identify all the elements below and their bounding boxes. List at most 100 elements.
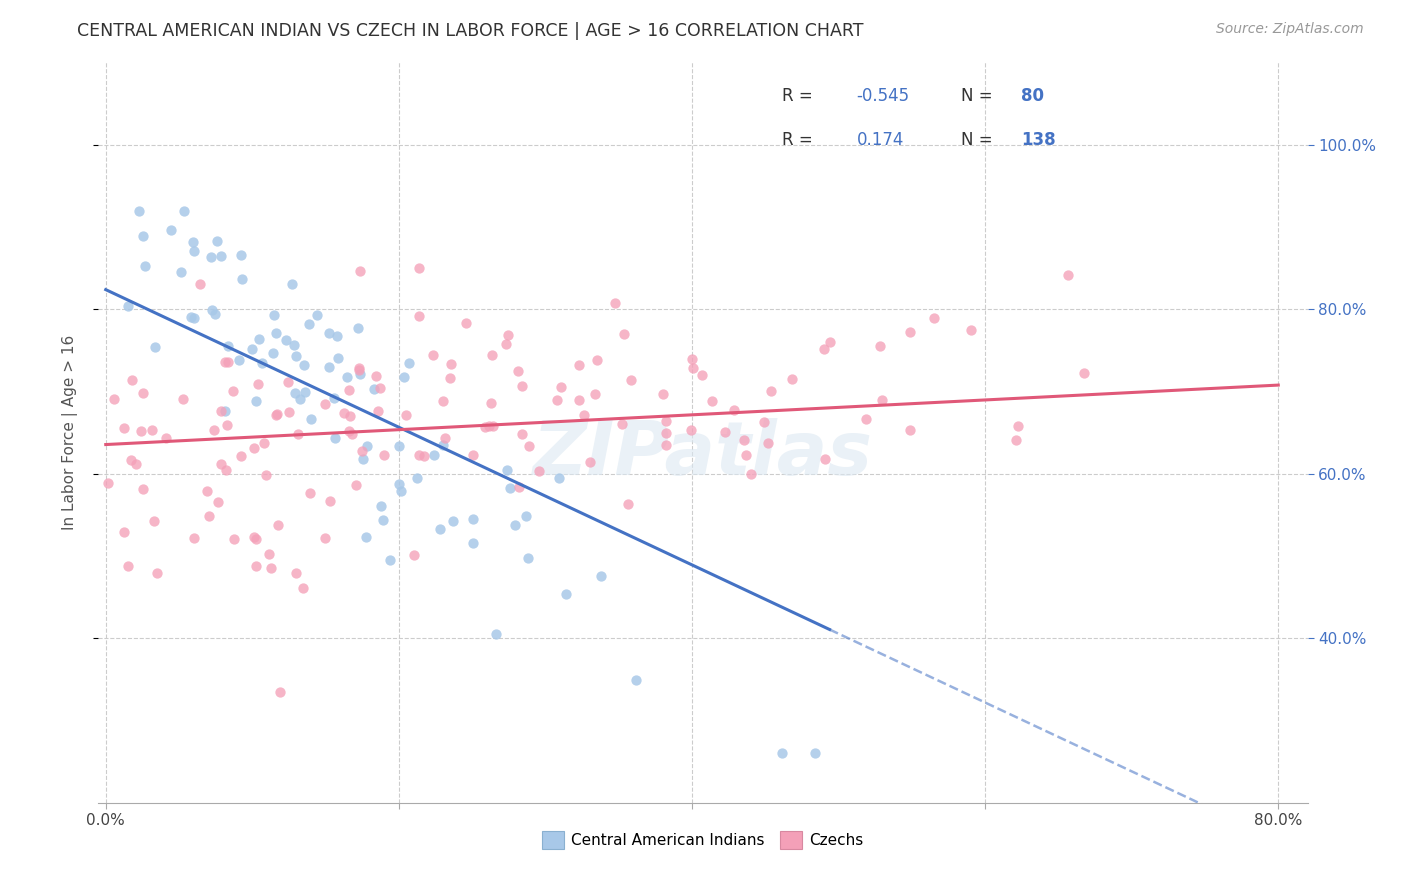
Point [132, 386, 155, 401]
Point [579, 454, 602, 468]
Point [555, 587, 578, 601]
Point [429, 522, 451, 536]
Point [510, 427, 533, 442]
Point [252, 356, 274, 370]
Point [870, 392, 893, 407]
Point [325, 329, 347, 343]
Point [264, 326, 287, 341]
Point [408, 310, 430, 324]
Text: 0.174: 0.174 [856, 131, 904, 149]
Point [432, 438, 454, 452]
Point [367, 404, 389, 418]
Point [209, 249, 232, 263]
Point [183, 310, 205, 325]
Text: Source: ZipAtlas.com: Source: ZipAtlas.com [1216, 22, 1364, 37]
Point [759, 384, 782, 399]
Point [352, 452, 374, 467]
Point [267, 517, 290, 532]
Point [439, 371, 461, 385]
Point [655, 438, 678, 452]
Point [247, 377, 270, 392]
Point [214, 404, 236, 418]
Point [517, 439, 540, 453]
Point [264, 408, 287, 422]
Point [389, 484, 412, 499]
Text: CENTRAL AMERICAN INDIAN VS CZECH IN LABOR FORCE | AGE > 16 CORRELATION CHART: CENTRAL AMERICAN INDIAN VS CZECH IN LABO… [77, 22, 863, 40]
Point [898, 325, 921, 339]
Point [143, 340, 166, 354]
Point [354, 531, 377, 545]
Point [262, 346, 284, 360]
Point [160, 223, 183, 237]
Point [291, 581, 314, 595]
Text: R =: R = [782, 87, 818, 104]
Text: N =: N = [960, 87, 997, 104]
Point [733, 434, 755, 448]
Point [568, 392, 591, 407]
Point [479, 396, 502, 410]
Point [370, 499, 392, 513]
Point [229, 248, 252, 262]
Point [288, 392, 311, 406]
Point [548, 471, 571, 485]
Point [294, 385, 316, 400]
Point [292, 359, 315, 373]
Point [546, 393, 568, 408]
Point [131, 483, 153, 497]
Point [624, 673, 647, 687]
Point [463, 512, 485, 526]
Point [440, 357, 463, 371]
Point [217, 417, 239, 432]
Point [550, 380, 572, 394]
Point [1056, 268, 1078, 283]
Point [131, 229, 153, 244]
Point [481, 419, 503, 434]
Point [591, 569, 613, 583]
Point [813, 342, 835, 356]
Point [285, 349, 308, 363]
Point [339, 409, 361, 424]
Point [245, 558, 267, 573]
Point [700, 394, 723, 409]
Point [869, 338, 891, 352]
Point [364, 368, 387, 383]
Point [125, 457, 148, 471]
Point [305, 308, 328, 322]
Point [406, 470, 429, 484]
Point [568, 358, 591, 372]
Point [456, 316, 478, 330]
Point [170, 265, 193, 279]
Point [392, 369, 415, 384]
Point [257, 547, 280, 561]
Point [205, 234, 228, 248]
Point [586, 352, 609, 367]
Point [508, 480, 530, 494]
Point [207, 495, 229, 509]
Point [314, 397, 336, 411]
Point [378, 553, 401, 567]
Point [134, 259, 156, 273]
Point [245, 394, 267, 409]
Point [128, 203, 150, 218]
Point [373, 448, 395, 462]
Point [432, 394, 454, 409]
Point [117, 299, 139, 313]
Point [734, 448, 756, 462]
Point [398, 356, 420, 370]
Point [485, 626, 508, 640]
Point [323, 431, 346, 445]
Point [613, 326, 636, 341]
Point [263, 308, 285, 322]
Point [103, 392, 125, 407]
Point [274, 333, 297, 347]
Point [299, 411, 322, 425]
Point [217, 339, 239, 353]
Point [217, 355, 239, 369]
Text: -0.545: -0.545 [856, 87, 910, 104]
Point [155, 431, 177, 445]
Point [245, 532, 267, 546]
Point [402, 549, 425, 563]
Point [423, 448, 446, 462]
Point [112, 421, 135, 435]
Point [1073, 367, 1095, 381]
